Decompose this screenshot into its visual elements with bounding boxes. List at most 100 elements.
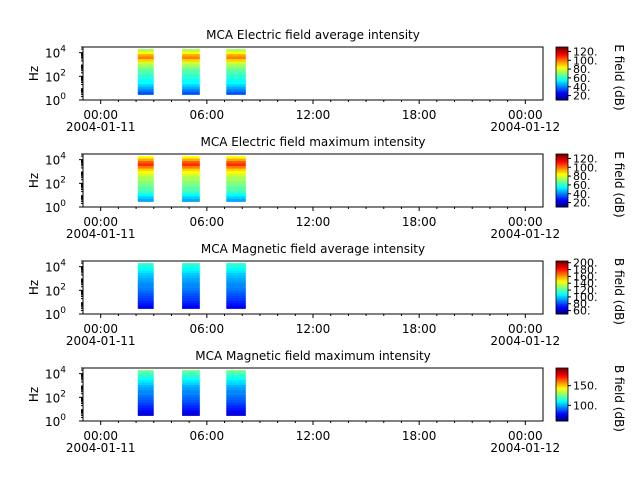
- spectrogram-cell: [182, 372, 200, 376]
- spectrogram-cell: [182, 76, 200, 80]
- spectrogram-cell: [226, 91, 246, 95]
- x-tick-label: 12:00: [296, 429, 331, 443]
- spectrogram-cell: [226, 191, 246, 195]
- colorbar-swatch: [556, 264, 568, 267]
- spectrogram-cell: [137, 69, 154, 73]
- spectrogram-cell: [226, 181, 246, 185]
- colorbar-frame: [555, 46, 569, 101]
- colorbar-swatch: [556, 92, 568, 94]
- colorbar-swatch: [556, 282, 568, 285]
- spectrogram-cell: [226, 173, 246, 177]
- spectrogram-cell: [182, 385, 200, 389]
- colorbar-tick-label: 100.: [573, 291, 598, 304]
- colorbar-swatch: [556, 278, 568, 281]
- spectrogram-cell: [137, 392, 154, 396]
- colorbar-swatch: [556, 291, 568, 294]
- spectrogram-cell: [182, 69, 200, 73]
- colorbar-swatch: [556, 391, 568, 394]
- colorbar-swatch: [556, 415, 568, 418]
- spectrogram-cell: [226, 402, 246, 406]
- spectrogram-cell: [182, 387, 200, 391]
- spectrogram-cell: [226, 382, 246, 386]
- colorbar-swatch: [556, 409, 568, 411]
- spectrogram-cell: [182, 305, 200, 309]
- colorbar-swatch: [556, 296, 568, 299]
- y-tick-label: 104: [45, 366, 66, 382]
- spectrogram-cell: [137, 268, 154, 272]
- colorbar-tick-label: 80.: [573, 170, 591, 183]
- y-tick-base: 10: [45, 154, 60, 168]
- colorbar-swatch: [556, 163, 568, 166]
- colorbar-swatch: [556, 261, 568, 263]
- spectrogram-cell: [137, 171, 154, 175]
- colorbar-swatch: [556, 387, 568, 390]
- colorbar-swatch: [556, 386, 568, 389]
- panel-title: MCA Electric field average intensity: [206, 28, 420, 42]
- y-tick-base: 10: [45, 368, 60, 382]
- spectrogram-cell: [182, 86, 200, 90]
- spectrogram-cell: [137, 298, 154, 302]
- spectrogram-cell: [137, 300, 154, 304]
- y-tick-base: 10: [45, 47, 60, 61]
- colorbar-swatch: [556, 86, 568, 89]
- y-tick-label: 100: [45, 413, 66, 429]
- spectrogram-cell: [137, 375, 154, 379]
- spectrogram-cell: [226, 278, 246, 282]
- y-tick-label: 102: [45, 175, 66, 191]
- spectrogram-cell: [226, 71, 246, 75]
- x-date-label: 2004-01-11: [66, 334, 136, 348]
- colorbar-tick-label: 40.: [573, 81, 591, 94]
- spectrogram-cell: [137, 370, 154, 374]
- spectrogram-cell: [226, 198, 246, 202]
- colorbar-swatch: [556, 160, 568, 163]
- colorbar-swatch: [556, 96, 568, 98]
- colorbar-swatch: [556, 371, 568, 374]
- colorbar-swatch: [556, 402, 568, 405]
- colorbar-swatch: [556, 58, 568, 61]
- colorbar-swatch: [556, 401, 568, 403]
- spectrogram-cell: [182, 56, 200, 60]
- colorbar-tick-label: 20.: [573, 90, 591, 103]
- spectrogram-cell: [137, 84, 154, 88]
- spectrogram-cell: [137, 397, 154, 401]
- spectrogram-cell: [137, 293, 154, 297]
- spectrogram-cell: [137, 263, 154, 267]
- spectrogram-cell: [137, 86, 154, 90]
- spectrogram-cell: [137, 305, 154, 309]
- spectrogram-cell: [137, 176, 154, 180]
- colorbar-swatch: [556, 76, 568, 78]
- x-tick-label: 00:00: [83, 429, 118, 443]
- spectrogram-cell: [182, 176, 200, 180]
- colorbar-swatch: [556, 375, 568, 378]
- colorbar-swatch: [556, 275, 568, 278]
- colorbar-swatch: [556, 395, 568, 398]
- spectrogram-cell: [226, 66, 246, 70]
- colorbar-swatch: [556, 407, 568, 410]
- spectrogram-cell: [226, 76, 246, 80]
- colorbar-swatch: [556, 290, 568, 292]
- colorbar-swatch: [556, 169, 568, 172]
- colorbar-swatch: [556, 284, 568, 287]
- spectrogram-cell: [226, 400, 246, 404]
- x-date-label: 2004-01-12: [490, 227, 560, 241]
- x-tick-label: 00:00: [83, 108, 118, 122]
- colorbar-label: B field (dB): [612, 258, 626, 325]
- y-tick-base: 10: [45, 415, 60, 429]
- spectrogram-cell: [182, 405, 200, 409]
- colorbar-swatch: [556, 302, 568, 304]
- spectrogram-cell: [182, 298, 200, 302]
- colorbar-swatch: [556, 165, 568, 168]
- colorbar-swatch: [556, 180, 568, 183]
- spectrogram-cell: [137, 54, 154, 58]
- spectrogram-cell: [226, 300, 246, 304]
- spectrogram-cell: [182, 59, 200, 63]
- spectrogram-pass: [137, 370, 154, 416]
- spectrogram-cell: [182, 193, 200, 197]
- colorbar-swatch: [556, 183, 568, 185]
- spectrogram-cell: [137, 74, 154, 78]
- spectrogram-cell: [182, 198, 200, 202]
- colorbar-swatch: [556, 49, 568, 52]
- colorbar-swatch: [556, 287, 568, 290]
- colorbar-swatch: [556, 172, 568, 175]
- colorbar-swatch: [556, 389, 568, 392]
